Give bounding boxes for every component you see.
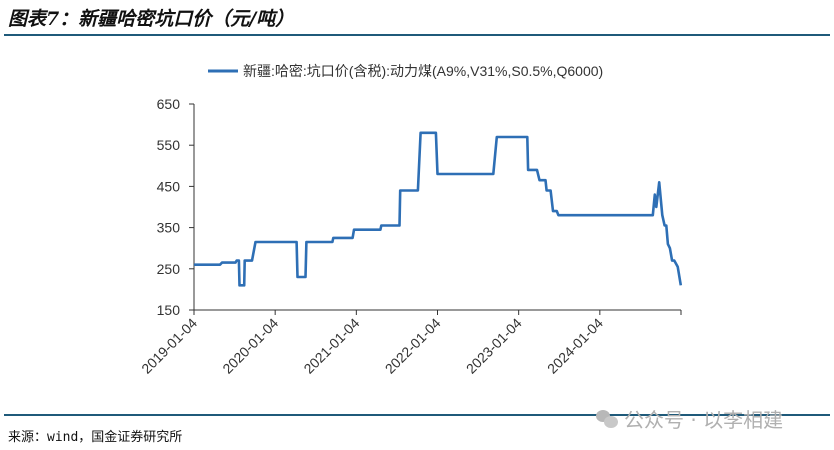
x-tick-label: 2019-01-04: [138, 315, 200, 377]
source-note: 来源：wind，国金证券研究所: [8, 430, 183, 445]
y-tick-label: 250: [157, 261, 181, 277]
legend-label: 新疆:哈密:坑口价(含税):动力煤(A9%,V31%,S0.5%,Q6000): [243, 63, 603, 79]
figure-title: 图表7：新疆哈密坑口价（元/吨）: [8, 8, 295, 30]
x-tick-label: 2024-01-04: [544, 315, 606, 377]
y-tick-label: 650: [157, 96, 181, 112]
x-tick-label: 2020-01-04: [219, 315, 281, 377]
title-divider: [4, 34, 830, 36]
wechat-icon: [596, 409, 618, 428]
watermark: 公众号 · 以李相建: [596, 404, 783, 433]
y-tick-label: 550: [157, 137, 181, 153]
y-tick-label: 150: [157, 302, 181, 318]
line-chart: 150 250 350 450 550 650 2019-01-04 2020-01-04 20…: [138, 63, 683, 377]
x-tick-label: 2023-01-04: [463, 315, 525, 377]
y-tick-label: 350: [157, 220, 181, 236]
footer-divider: [4, 414, 830, 416]
y-tick-label: 450: [157, 178, 181, 194]
x-tick-label: 2021-01-04: [300, 315, 362, 377]
x-tick-label: 2022-01-04: [382, 315, 444, 377]
series-line: [194, 131, 683, 287]
watermark-text: 公众号 · 以李相建: [624, 408, 784, 432]
